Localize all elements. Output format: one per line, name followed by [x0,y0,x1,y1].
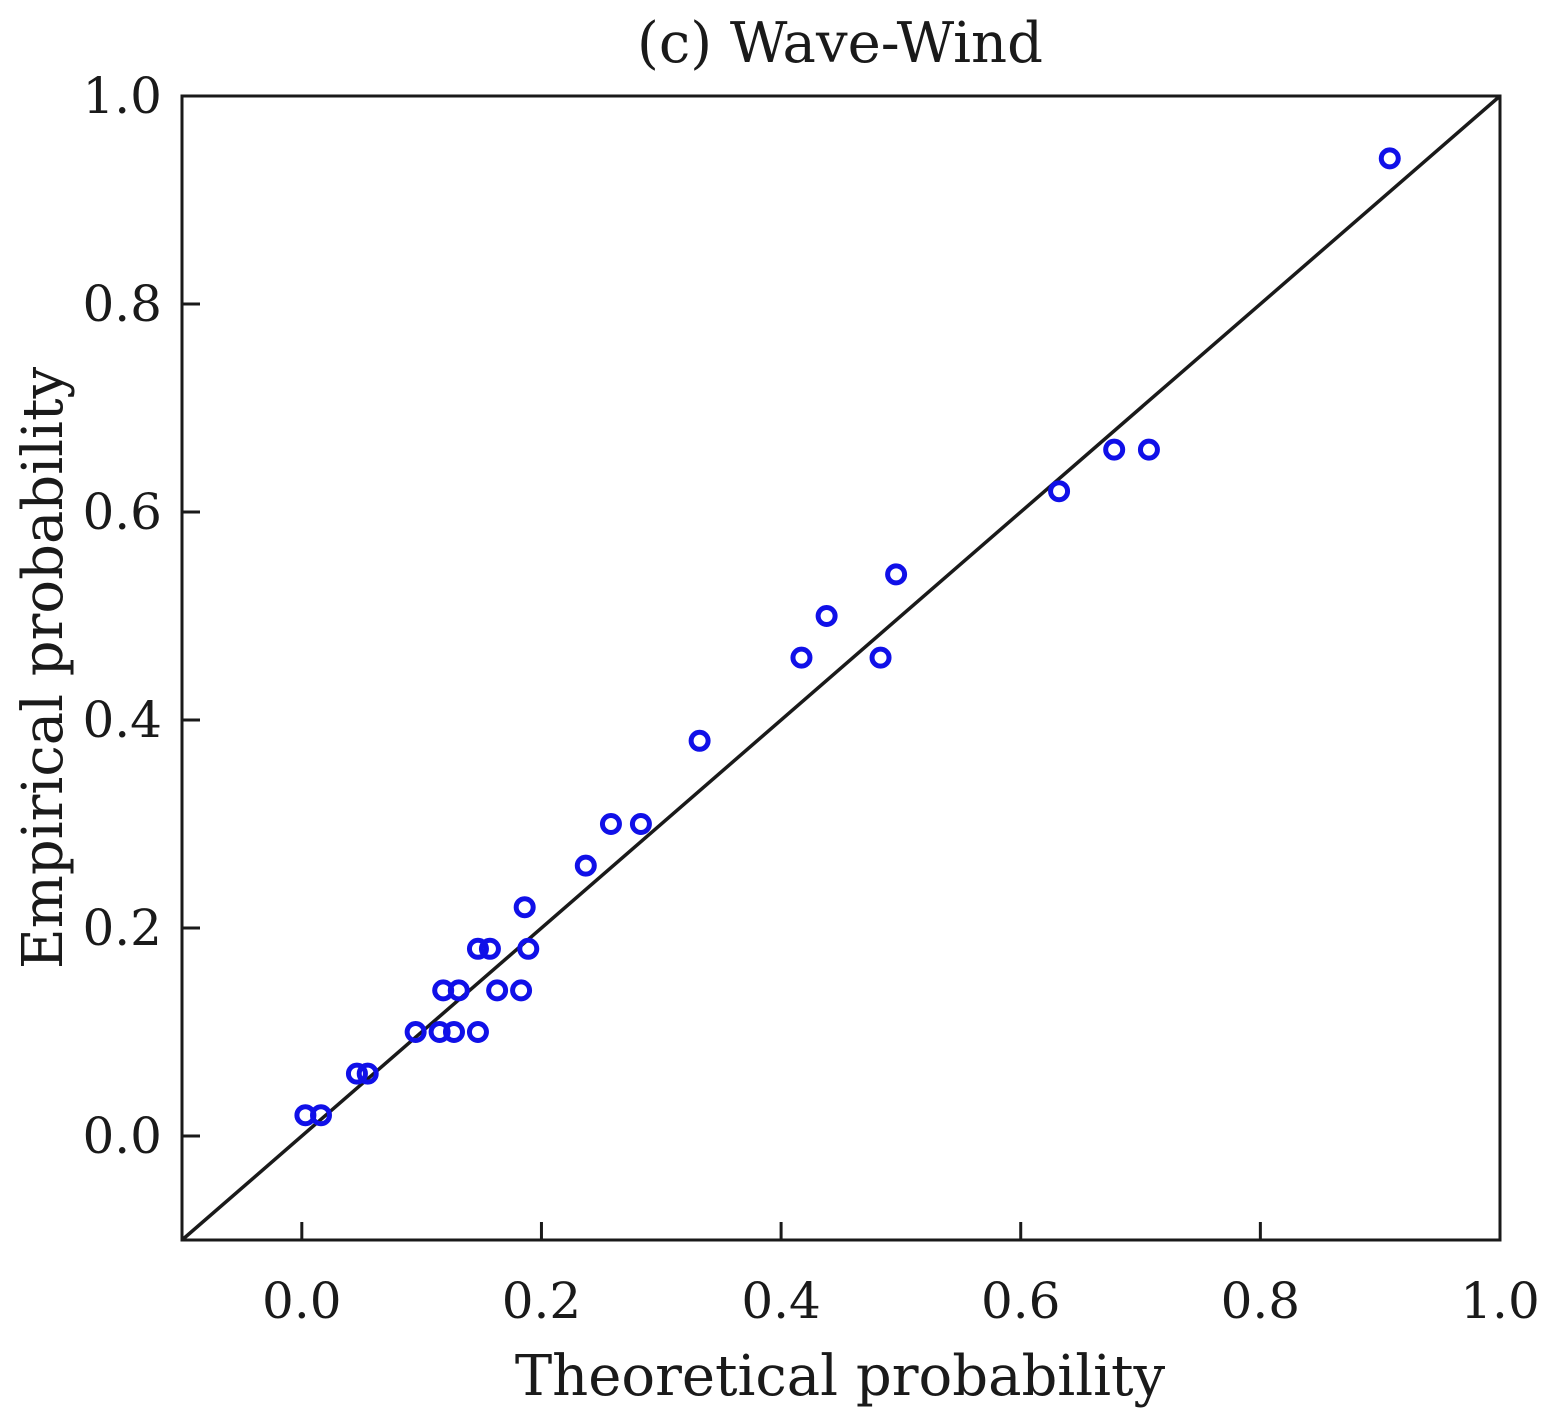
y-tick-label: 0.8 [82,275,162,333]
data-points [294,147,1401,1127]
data-point [574,854,597,877]
reference-line-group [180,94,1502,1242]
x-axis-ticks: 0.0 0.2 0.4 0.6 0.8 1.0 [262,1222,1540,1330]
data-point [513,896,536,919]
data-point [869,646,892,669]
data-point [510,979,533,1002]
data-point [404,1021,427,1043]
data-point [790,646,813,669]
data-point [629,813,652,835]
data-point [466,1021,489,1043]
data-point [1137,438,1160,461]
y-axis-ticks: 0.0 0.2 0.4 0.6 0.8 1.0 [82,67,200,1165]
data-point [1048,480,1071,503]
plot-frame [180,94,1502,1242]
data-point [447,979,470,1002]
x-tick-label: 0.6 [981,1272,1061,1330]
data-point [1103,438,1126,461]
y-tick-label: 0.2 [82,899,162,957]
x-tick-label: 1.0 [1460,1272,1540,1330]
data-point [466,937,489,960]
data-point [345,1062,368,1085]
x-tick-label: 0.2 [502,1272,582,1330]
data-point [815,605,838,627]
chart-title: (c) Wave-Wind [637,11,1043,76]
data-point [1378,147,1401,170]
reference-line [180,94,1502,1242]
y-tick-label: 0.6 [82,483,162,541]
x-tick-label: 0.4 [741,1272,821,1330]
y-tick-label: 1.0 [82,67,162,125]
data-point [442,1021,465,1043]
data-point [309,1104,332,1127]
data-point [688,729,711,752]
y-axis-label: Empirical probability [11,367,76,970]
data-point [599,813,622,835]
x-axis-label: Theoretical probability [515,1344,1166,1409]
y-tick-label: 0.0 [82,1107,162,1165]
x-tick-label: 0.8 [1221,1272,1301,1330]
data-point [356,1062,379,1085]
data-point [517,937,540,960]
data-point [885,563,908,586]
data-point [486,979,509,1002]
y-tick-label: 0.4 [82,691,162,749]
data-point [428,1021,451,1043]
data-point [478,937,501,960]
x-tick-label: 0.0 [262,1272,342,1330]
